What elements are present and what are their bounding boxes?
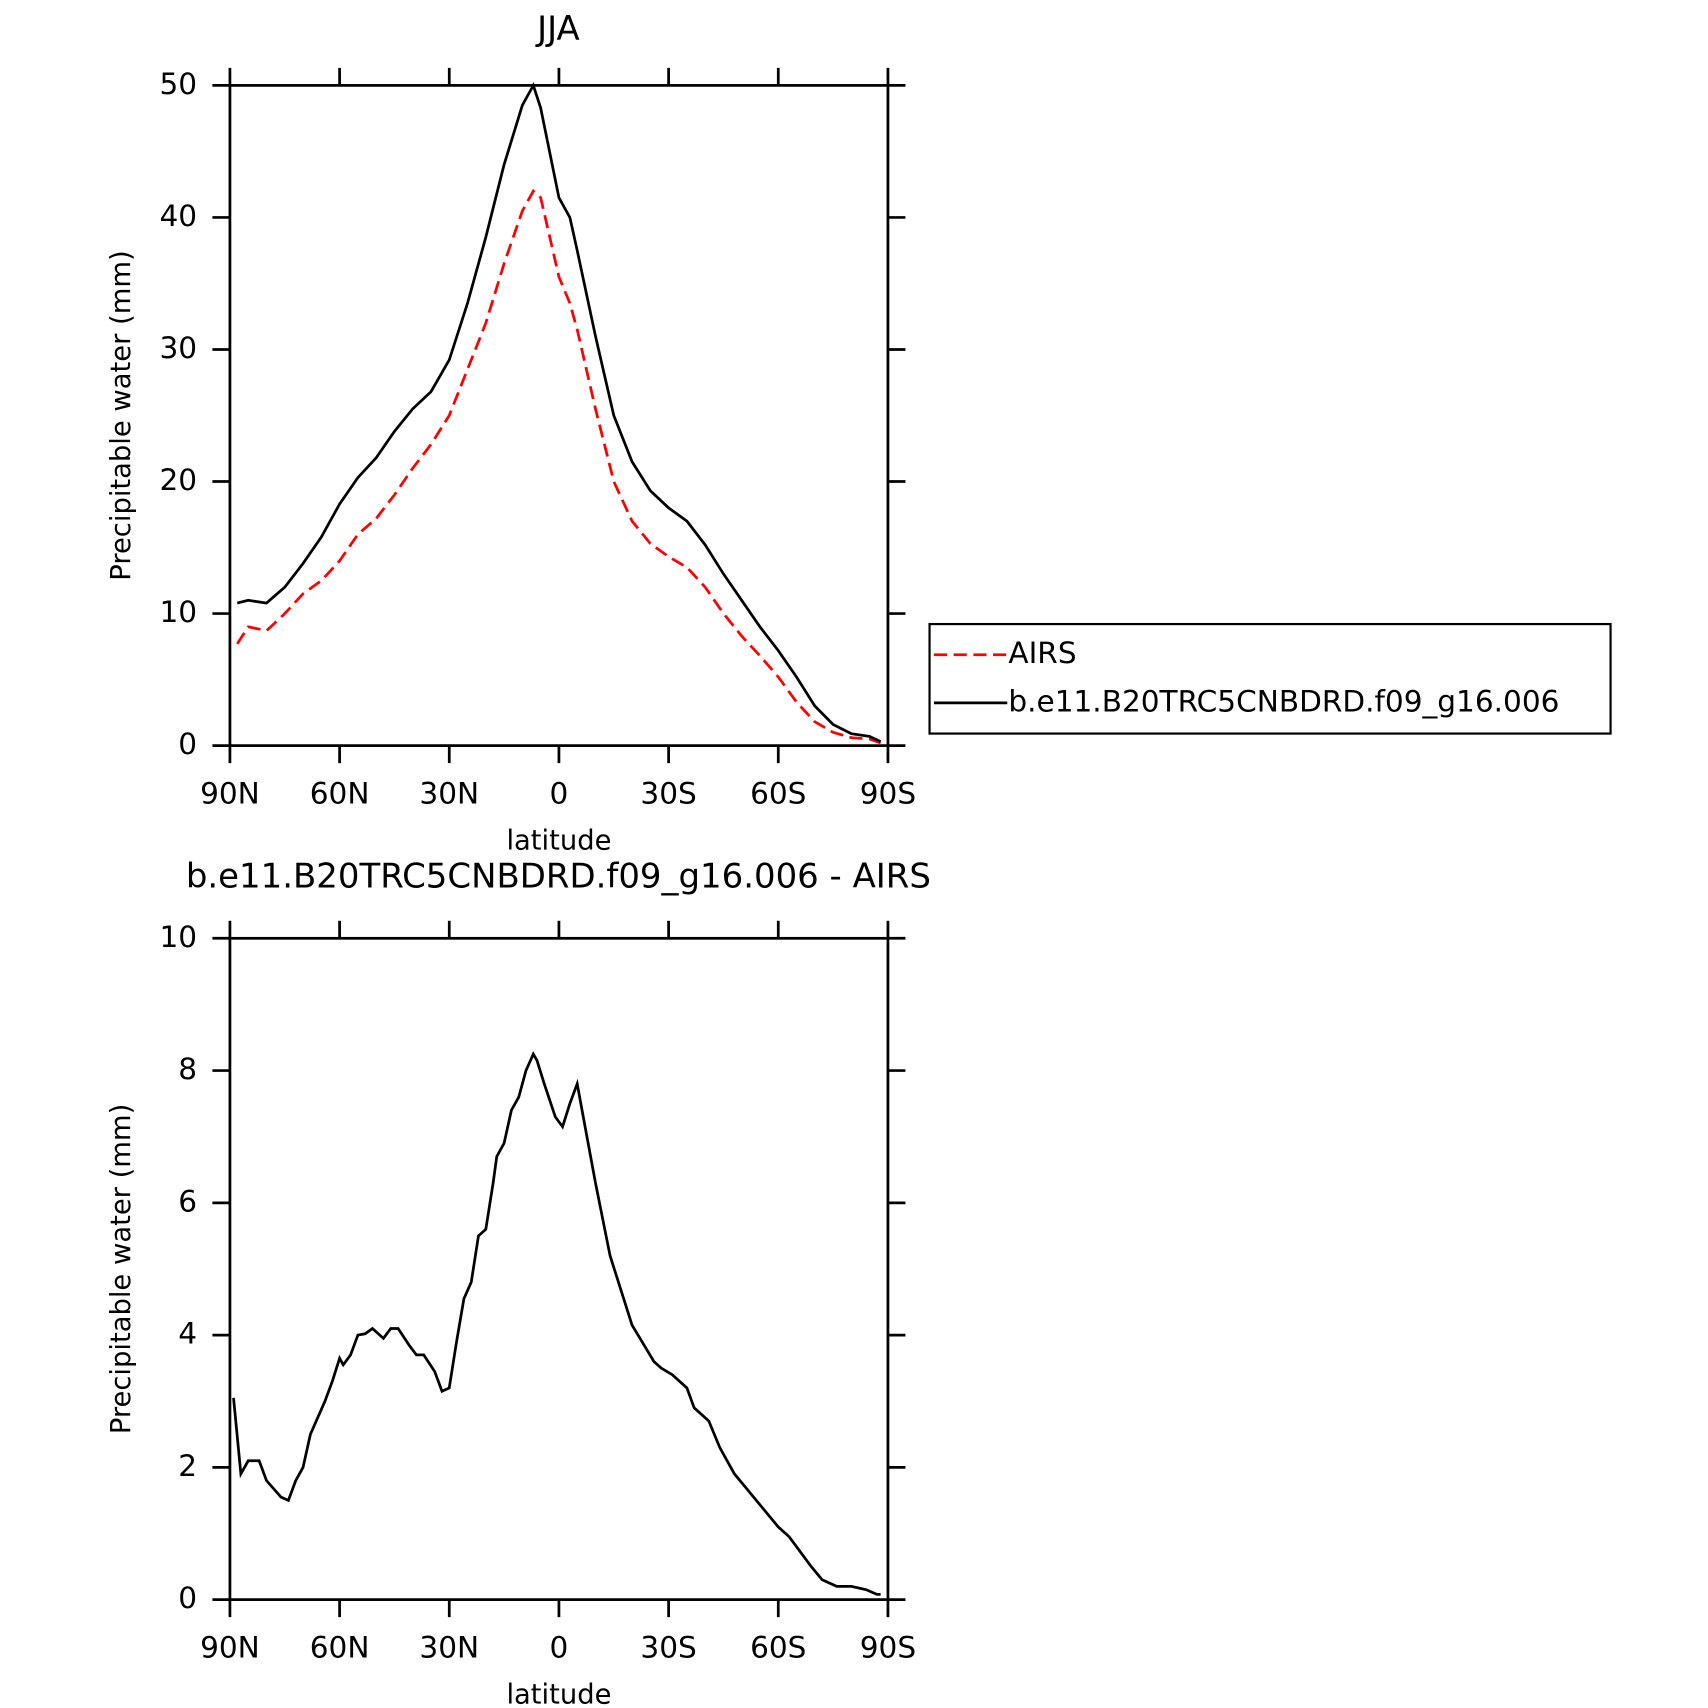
chart-title: JJA [535, 9, 580, 49]
x-axis-label: latitude [506, 1679, 611, 1708]
x-tick-label: 90N [200, 776, 260, 810]
x-tick-label: 60N [310, 776, 370, 810]
y-tick-label: 8 [178, 1052, 197, 1086]
legend-box [928, 622, 1612, 735]
data-line [236, 81, 882, 743]
x-tick-label: 60N [310, 1630, 370, 1664]
y-axis-label: Precipitable water (mm) [106, 1104, 137, 1434]
y-tick-label: 40 [159, 199, 197, 233]
y-tick-label: 0 [178, 1581, 197, 1615]
legend-label: AIRS [1008, 636, 1076, 670]
plot-frame [228, 936, 890, 1601]
y-tick-label: 10 [159, 920, 197, 954]
x-tick-label: 90S [860, 776, 916, 810]
y-tick-label: 30 [159, 331, 197, 365]
plot-frame [228, 84, 890, 747]
y-tick-label: 50 [159, 67, 197, 101]
x-tick-label: 30S [640, 1630, 696, 1664]
y-tick-label: 4 [178, 1317, 197, 1351]
data-line [236, 188, 882, 745]
x-tick-label: 30N [419, 1630, 479, 1664]
x-tick-label: 60S [750, 776, 806, 810]
x-tick-label: 30N [419, 776, 479, 810]
y-tick-label: 0 [178, 727, 197, 761]
x-tick-label: 0 [550, 776, 569, 810]
y-tick-label: 10 [159, 595, 197, 629]
y-axis-label: Precipitable water (mm) [106, 250, 137, 580]
x-tick-label: 90S [860, 1630, 916, 1664]
x-tick-label: 30S [640, 776, 696, 810]
x-tick-label: 60S [750, 1630, 806, 1664]
x-axis-label: latitude [506, 825, 611, 856]
y-tick-label: 2 [178, 1449, 197, 1483]
x-tick-label: 0 [550, 1630, 569, 1664]
chart-title: b.e11.B20TRC5CNBDRD.f09_g16.006 - AIRS [186, 857, 931, 897]
y-tick-label: 6 [178, 1184, 197, 1218]
legend-label: b.e11.B20TRC5CNBDRD.f09_g16.006 [1008, 684, 1559, 718]
x-tick-label: 90N [200, 1630, 260, 1664]
data-line [232, 1050, 881, 1596]
y-tick-label: 20 [159, 463, 197, 497]
